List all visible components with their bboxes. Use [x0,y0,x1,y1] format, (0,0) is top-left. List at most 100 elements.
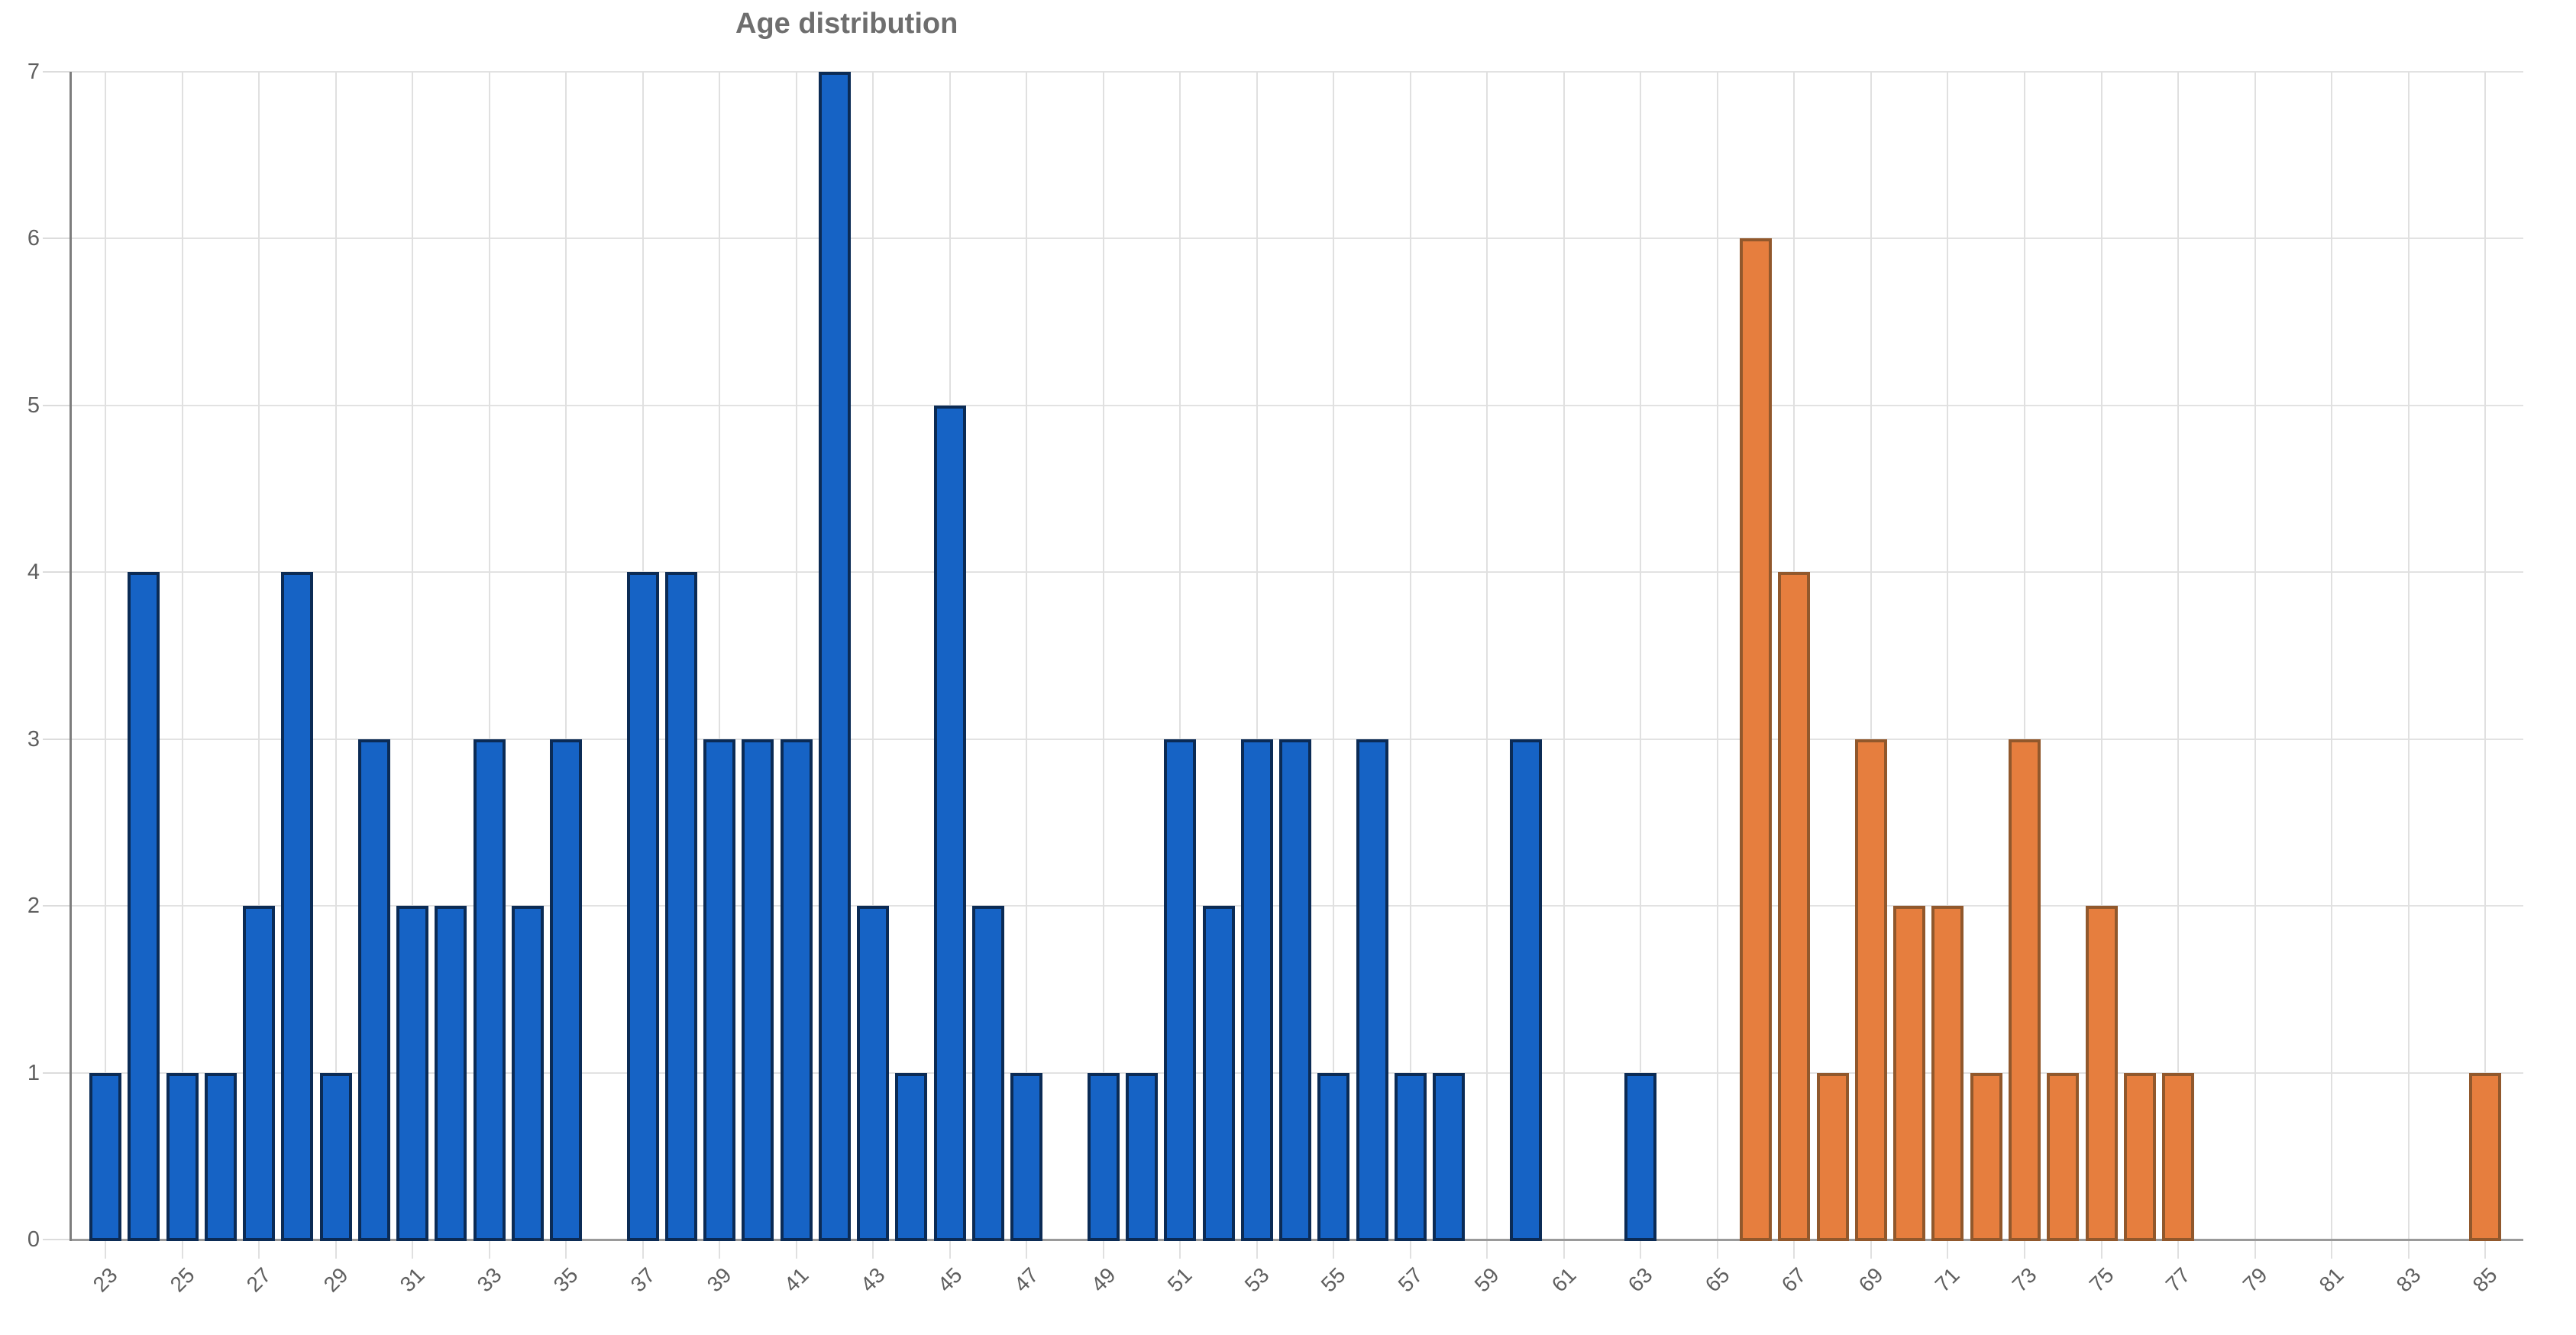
gridline-vertical-29 [335,72,337,1259]
bar-blue-age-57[interactable] [1394,1072,1427,1241]
bar-blue-age-47[interactable] [1010,1072,1043,1241]
bar-blue-age-56[interactable] [1356,739,1388,1241]
x-axis-label-25: 25 [165,1262,199,1297]
gridline-vertical-41 [795,72,797,1259]
bar-orange-age-69[interactable] [1854,739,1887,1241]
gridline-vertical-59 [1486,72,1488,1259]
bar-blue-age-27[interactable] [243,906,276,1241]
x-axis-label-49: 49 [1086,1262,1120,1297]
bar-blue-age-45[interactable] [933,405,966,1241]
x-axis-label-35: 35 [548,1262,583,1297]
x-axis-label-33: 33 [472,1262,506,1297]
gridline-vertical-55 [1333,72,1335,1259]
bar-blue-age-31[interactable] [396,906,429,1241]
gridline-vertical-51 [1179,72,1181,1259]
gridline-vertical-75 [2100,72,2102,1259]
gridline-vertical-47 [1026,72,1028,1259]
y-axis-tick-1 [43,1072,70,1074]
y-axis-label-5: 5 [27,393,40,418]
bar-blue-age-43[interactable] [857,906,890,1241]
gridline-vertical-77 [2177,72,2180,1259]
bar-blue-age-37[interactable] [626,572,659,1241]
x-axis-label-81: 81 [2314,1262,2348,1297]
bar-orange-age-70[interactable] [1893,906,1926,1241]
y-axis-tick-2 [43,905,70,907]
bar-blue-age-46[interactable] [971,906,1004,1241]
x-axis-label-83: 83 [2391,1262,2426,1297]
y-axis-tick-0 [43,1239,70,1240]
y-axis-tick-7 [43,71,70,73]
bar-orange-age-73[interactable] [2009,739,2041,1241]
y-axis-label-0: 0 [27,1227,40,1252]
bar-blue-age-60[interactable] [1509,739,1542,1241]
gridline-vertical-27 [258,72,260,1259]
bar-blue-age-28[interactable] [281,572,314,1241]
x-axis-label-47: 47 [1009,1262,1043,1297]
y-axis-label-2: 2 [27,894,40,919]
y-axis-label-3: 3 [27,726,40,752]
gridline-horizontal-7 [70,71,2523,73]
gridline-horizontal-6 [70,238,2523,240]
x-axis-label-63: 63 [1624,1262,1658,1297]
bar-blue-age-63[interactable] [1624,1072,1657,1241]
x-axis-label-65: 65 [1700,1262,1734,1297]
gridline-vertical-71 [1947,72,1949,1259]
bar-blue-age-51[interactable] [1164,739,1197,1241]
bar-orange-age-75[interactable] [2085,906,2118,1241]
x-axis-label-73: 73 [2007,1262,2041,1297]
bar-orange-age-74[interactable] [2047,1072,2080,1241]
bar-orange-age-66[interactable] [1740,238,1773,1241]
bar-orange-age-71[interactable] [1931,906,1964,1241]
x-axis-label-29: 29 [318,1262,353,1297]
bar-blue-age-39[interactable] [703,739,736,1241]
bar-orange-age-85[interactable] [2469,1072,2502,1241]
bar-blue-age-50[interactable] [1126,1072,1159,1241]
bar-blue-age-23[interactable] [89,1072,121,1241]
gridline-vertical-85 [2484,72,2487,1259]
y-axis-label-1: 1 [27,1060,40,1085]
bar-blue-age-58[interactable] [1433,1072,1466,1241]
gridline-vertical-63 [1640,72,1642,1259]
bar-blue-age-42[interactable] [818,72,851,1241]
bar-blue-age-38[interactable] [664,572,697,1241]
bar-blue-age-29[interactable] [319,1072,352,1241]
bar-blue-age-44[interactable] [895,1072,928,1241]
bar-orange-age-77[interactable] [2162,1072,2195,1241]
bar-blue-age-32[interactable] [435,906,467,1241]
bar-blue-age-30[interactable] [357,739,390,1241]
x-axis-label-77: 77 [2161,1262,2195,1297]
bar-blue-age-25[interactable] [166,1072,199,1241]
x-axis-label-61: 61 [1547,1262,1581,1297]
gridline-vertical-49 [1102,72,1104,1259]
bar-blue-age-53[interactable] [1240,739,1273,1241]
bar-blue-age-41[interactable] [780,739,813,1241]
y-axis-label-6: 6 [27,226,40,251]
gridline-vertical-81 [2331,72,2333,1259]
gridline-vertical-35 [565,72,567,1259]
bar-blue-age-55[interactable] [1317,1072,1350,1241]
gridline-vertical-65 [1716,72,1718,1259]
x-axis-label-27: 27 [241,1262,276,1297]
gridline-vertical-79 [2254,72,2256,1259]
bar-orange-age-67[interactable] [1778,572,1811,1241]
x-axis-label-41: 41 [779,1262,813,1297]
chart-title: Age distribution [735,8,958,40]
bar-orange-age-68[interactable] [1816,1072,1849,1241]
bar-blue-age-52[interactable] [1202,906,1235,1241]
bar-blue-age-24[interactable] [128,572,160,1241]
gridline-horizontal-4 [70,571,2523,574]
bar-blue-age-49[interactable] [1087,1072,1120,1241]
x-axis-label-37: 37 [625,1262,660,1297]
bar-blue-age-40[interactable] [742,739,774,1241]
x-axis-label-45: 45 [932,1262,967,1297]
gridline-vertical-53 [1256,72,1258,1259]
x-axis-label-75: 75 [2084,1262,2119,1297]
x-axis-label-59: 59 [1470,1262,1504,1297]
bar-blue-age-35[interactable] [550,739,583,1241]
bar-blue-age-34[interactable] [511,906,544,1241]
bar-orange-age-72[interactable] [1970,1072,2002,1241]
bar-blue-age-54[interactable] [1279,739,1312,1241]
bar-blue-age-33[interactable] [473,739,506,1241]
bar-blue-age-26[interactable] [204,1072,237,1241]
bar-orange-age-76[interactable] [2123,1072,2156,1241]
